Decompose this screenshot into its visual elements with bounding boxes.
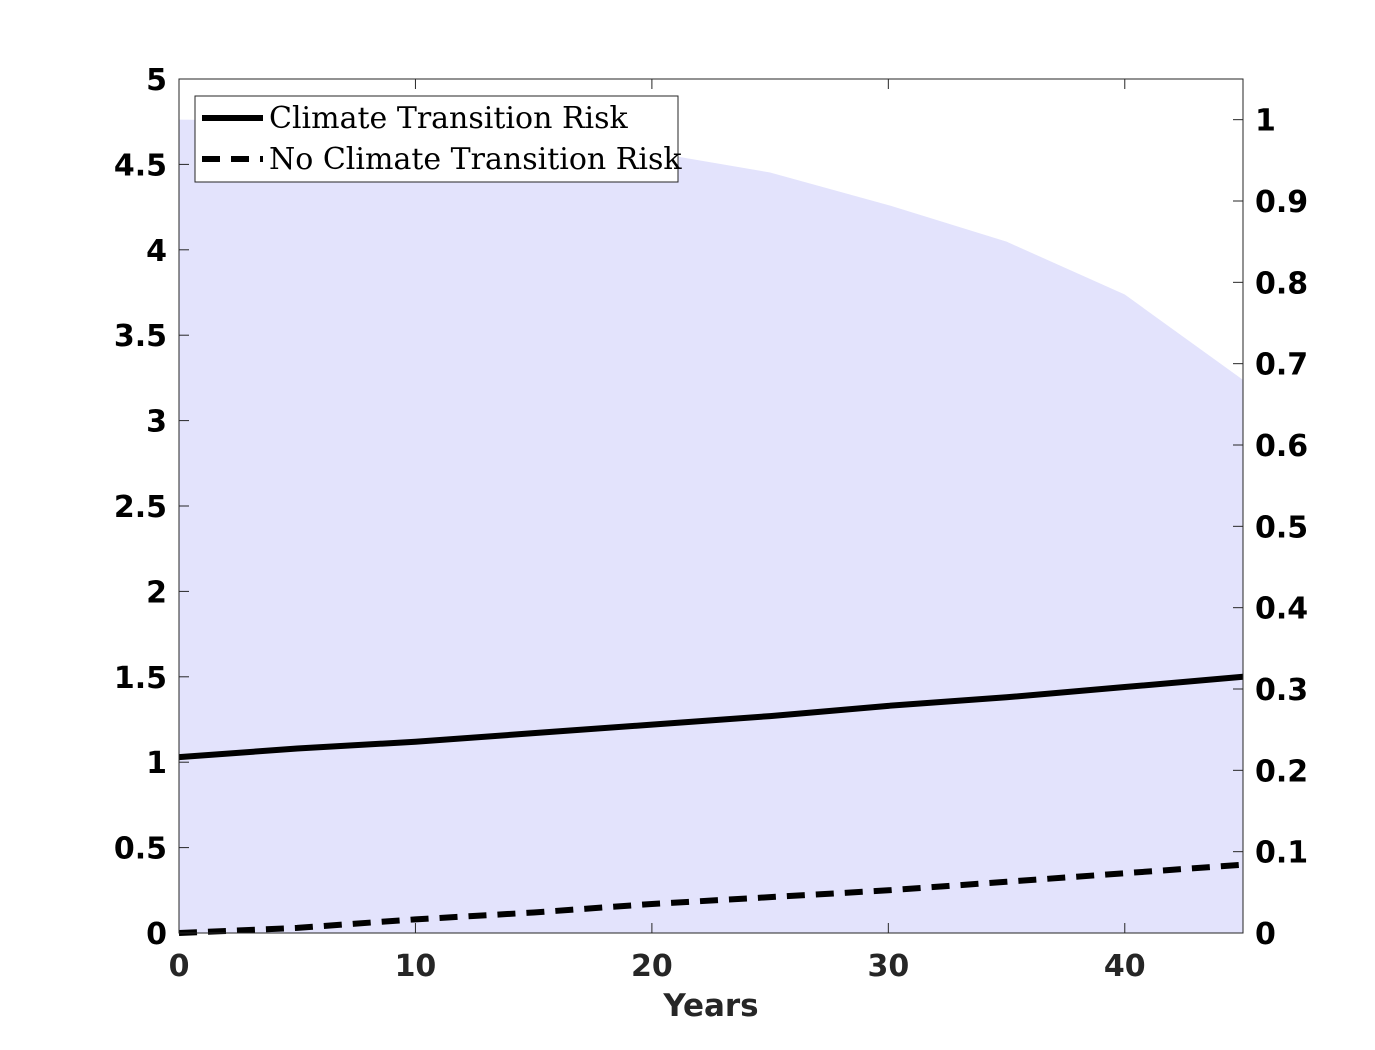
series-layer <box>178 673 1244 936</box>
y-tick-label: 0.5 <box>114 832 167 867</box>
y-tick-label: 3.5 <box>114 319 167 354</box>
y-right-tick-labels: 0 0.1 0.2 0.3 0.4 0.5 0.6 0.7 0.8 0.9 1 <box>1255 104 1308 952</box>
right-axis-area-fill <box>179 119 1243 933</box>
y-tick-label: 1.5 <box>114 661 167 696</box>
y-right-tick-label: 0.5 <box>1255 510 1308 545</box>
y-right-tick-label: 0.2 <box>1255 754 1308 789</box>
y-right-tick-label: 0.1 <box>1255 836 1308 871</box>
x-tick-label: 40 <box>1104 949 1146 984</box>
x-tick-label: 10 <box>395 949 437 984</box>
x-axis-title: Years <box>662 988 758 1024</box>
y-tick-label: 4.5 <box>114 148 167 183</box>
legend-box <box>194 95 679 183</box>
y-right-tick-label: 0.8 <box>1255 266 1308 301</box>
legend: Climate Transition Risk No Climate Transi… <box>194 95 682 183</box>
y-right-tick-label: 1 <box>1255 104 1276 139</box>
x-tick-labels: 0 10 20 30 40 <box>169 949 1146 984</box>
y-right-tick-label: 0 <box>1255 917 1276 952</box>
legend-label: Climate Transition Risk <box>269 101 629 136</box>
x-tick-label: 0 <box>169 949 190 984</box>
x-tick-label: 20 <box>631 949 673 984</box>
y-tick-label: 1 <box>146 746 167 781</box>
y-tick-label: 5 <box>146 63 167 98</box>
y-right-tick-label: 0.6 <box>1255 429 1308 464</box>
y-tick-label: 0 <box>146 917 167 952</box>
y-tick-label: 2 <box>146 575 167 610</box>
y-right-tick-label: 0.7 <box>1255 348 1308 383</box>
y-tick-labels: 0 0.5 1 1.5 2 2.5 3 3.5 4 4.5 5 <box>114 63 167 952</box>
x-tick-label: 30 <box>867 949 909 984</box>
series-line-1 <box>178 673 1244 761</box>
y-right-tick-label: 0.9 <box>1255 185 1308 220</box>
series-line-2 <box>178 861 1244 936</box>
tick-marks <box>178 78 1243 934</box>
y-right-tick-label: 0.4 <box>1255 592 1308 627</box>
y-tick-label: 2.5 <box>114 490 167 525</box>
legend-label: No Climate Transition Risk <box>269 142 682 177</box>
y-right-tick-label: 0.3 <box>1255 673 1308 708</box>
y-tick-label: 4 <box>146 234 167 269</box>
y-tick-label: 3 <box>146 405 167 440</box>
